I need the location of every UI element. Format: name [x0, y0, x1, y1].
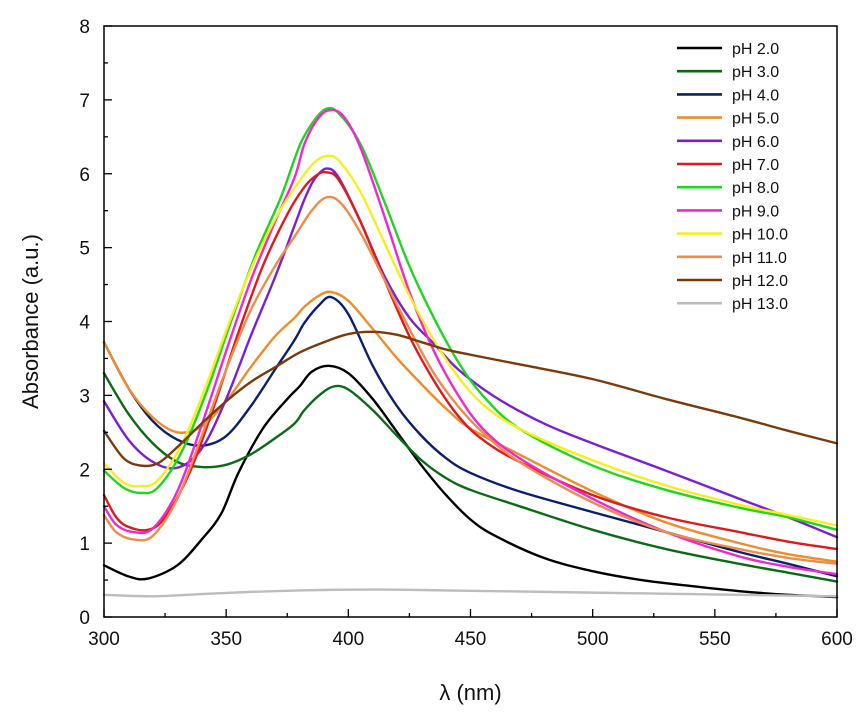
series-line-2	[102, 295, 839, 578]
x-tick-label: 550	[699, 629, 731, 650]
series-line-9	[102, 195, 839, 566]
legend-label: pH 7.0	[732, 157, 779, 174]
x-tick-label: 350	[210, 629, 242, 650]
legend-label: pH 5.0	[732, 111, 779, 128]
legend-label: pH 12.0	[732, 273, 788, 290]
plot-frame	[103, 25, 838, 618]
x-tick-label: 400	[332, 629, 364, 650]
series-line-7	[102, 108, 839, 576]
legend-label: pH 8.0	[732, 180, 779, 197]
x-tick-label: 450	[455, 629, 487, 650]
y-tick-label: 7	[79, 91, 90, 112]
y-axis-title: Absorbance (a.u.)	[18, 234, 43, 409]
y-tick-label: 6	[79, 165, 90, 186]
y-tick-label: 0	[79, 608, 90, 629]
series-line-4	[102, 167, 839, 539]
x-tick-label: 600	[821, 629, 853, 650]
series-line-1	[102, 372, 839, 583]
y-tick-label: 2	[79, 460, 90, 481]
y-tick-label: 4	[79, 313, 90, 334]
series-line-10	[102, 330, 839, 468]
series-line-8	[102, 154, 839, 527]
series-layer	[102, 106, 839, 599]
y-axis: 0 1 2 3 4 5 6 7 8	[79, 17, 112, 629]
y-tick-label: 3	[79, 386, 90, 407]
legend-label: pH 9.0	[732, 203, 779, 220]
y-tick-label: 8	[79, 17, 90, 38]
legend-label: pH 6.0	[732, 134, 779, 151]
legend-label: pH 10.0	[732, 227, 788, 244]
series-line-5	[102, 170, 839, 551]
legend-label: pH 13.0	[732, 296, 788, 313]
legend-label: pH 4.0	[732, 87, 779, 104]
series-line-11	[102, 588, 839, 598]
legend-label: pH 3.0	[732, 64, 779, 81]
y-tick-label: 1	[79, 534, 90, 555]
legend-label: pH 2.0	[732, 41, 779, 58]
x-axis: 300 350 400 450 500 550 600	[88, 609, 853, 650]
legend-label: pH 11.0	[732, 250, 787, 267]
x-axis-title: λ (nm)	[439, 680, 501, 705]
legend: pH 2.0 pH 3.0 pH 4.0 pH 5.0 pH 6.0 pH 7.0 pH 8…	[677, 41, 788, 313]
x-tick-label: 500	[577, 629, 609, 650]
series-line-0	[102, 364, 839, 599]
x-tick-label: 300	[88, 629, 120, 650]
y-tick-label: 5	[79, 239, 90, 260]
